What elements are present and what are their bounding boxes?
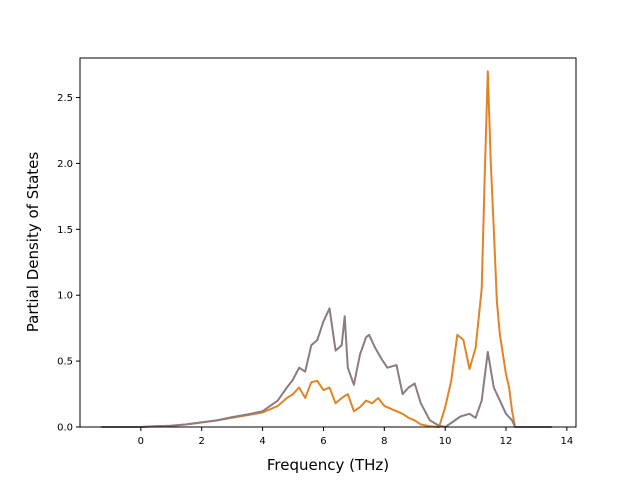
y-tick-label: 0.0 — [57, 423, 73, 434]
x-tick-label: 8 — [381, 436, 387, 447]
x-tick-label: 14 — [561, 436, 574, 447]
series-line-1 — [101, 70, 552, 428]
y-axis-ticks: 0.0 0.5 1.0 1.5 2.0 2.5 — [57, 93, 80, 434]
series-layer — [101, 70, 552, 428]
y-tick-label: 1.0 — [57, 291, 73, 302]
x-axis-label: Frequency (THz) — [267, 456, 389, 474]
x-tick-label: 0 — [138, 436, 144, 447]
x-tick-label: 10 — [439, 436, 452, 447]
y-tick-label: 2.5 — [57, 93, 73, 104]
x-tick-label: 6 — [320, 436, 326, 447]
x-tick-label: 2 — [199, 436, 205, 447]
x-tick-label: 12 — [500, 436, 513, 447]
y-axis-label: Partial Density of States — [24, 152, 42, 333]
series-line-2 — [101, 307, 552, 428]
plot-frame — [79, 57, 577, 428]
y-tick-label: 0.5 — [57, 357, 73, 368]
y-tick-label: 2.0 — [57, 159, 73, 170]
x-tick-label: 4 — [259, 436, 265, 447]
y-tick-label: 1.5 — [57, 225, 73, 236]
x-axis-ticks: 0 2 4 6 8 10 12 14 — [138, 427, 574, 447]
